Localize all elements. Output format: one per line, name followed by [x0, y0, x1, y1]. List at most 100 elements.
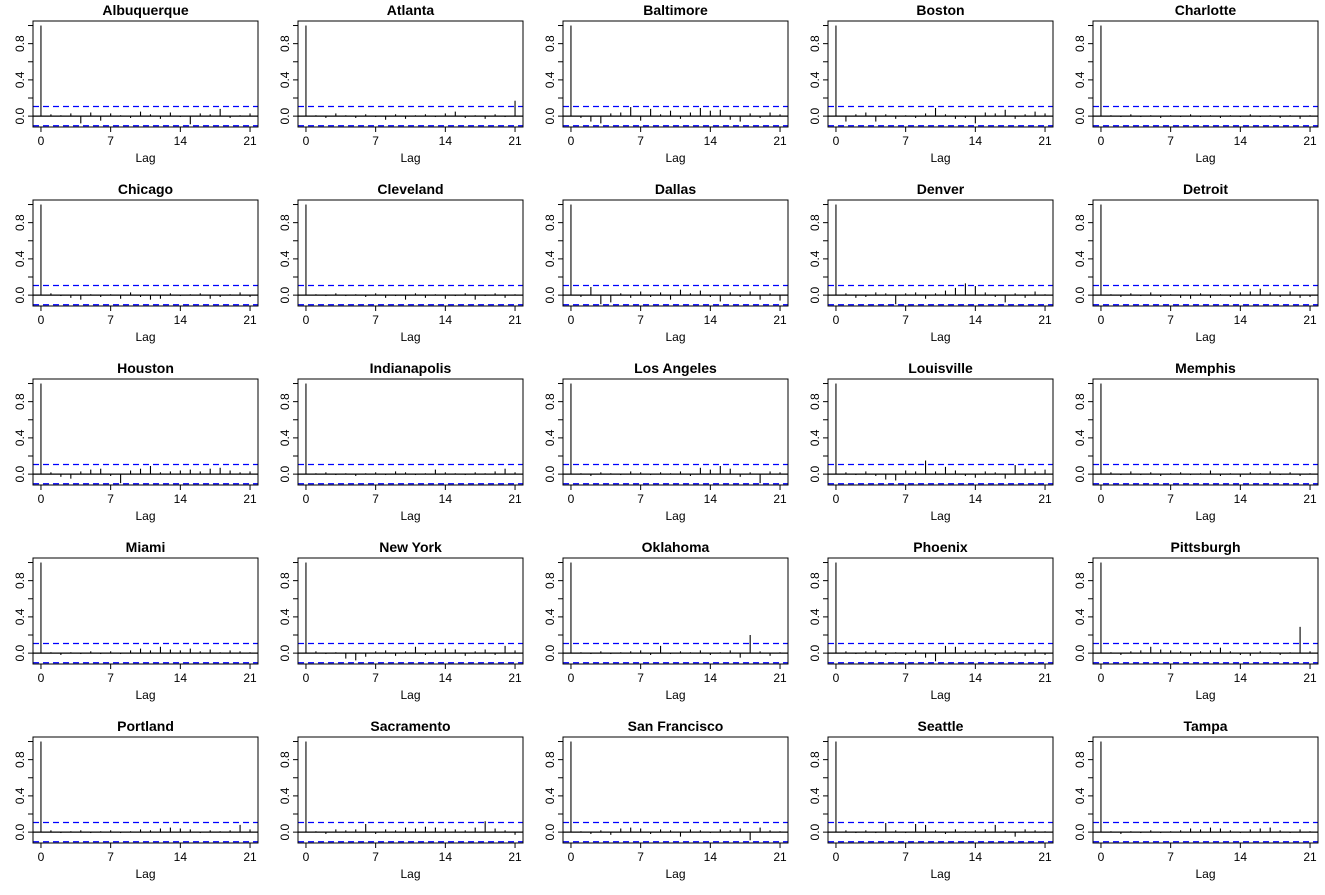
plot-frame [562, 378, 789, 486]
x-tick-label: 14 [174, 134, 188, 148]
x-tick-label: 0 [568, 313, 575, 327]
panel-title: Seattle [918, 718, 964, 734]
x-axis-label: Lag [135, 867, 155, 881]
x-tick-label: 7 [107, 492, 114, 506]
y-tick-label: 0.8 [13, 35, 27, 52]
x-tick-label: 21 [508, 850, 522, 864]
x-axis-label: Lag [1195, 330, 1215, 344]
acf-panel-svg: Louisville 0.0 0.4 0.8 0 7 14 21 Lag [808, 360, 1054, 523]
acf-panel: Denver 0.0 0.4 0.8 0 7 14 21 Lag [795, 179, 1060, 358]
acf-panel: Oklahoma 0.0 0.4 0.8 0 7 14 21 Lag [530, 537, 795, 716]
x-tick-label: 0 [833, 850, 840, 864]
acf-panel: Charlotte 0.0 0.4 0.8 0 7 14 21 Lag [1060, 0, 1325, 179]
plot-frame [562, 736, 789, 844]
y-tick-label: 0.0 [13, 286, 27, 303]
x-tick-label: 0 [568, 671, 575, 685]
y-tick-label: 0.4 [808, 429, 822, 446]
x-tick-label: 7 [107, 671, 114, 685]
x-tick-label: 21 [1303, 850, 1317, 864]
x-axis-label: Lag [930, 509, 950, 523]
panel-title: Baltimore [643, 2, 708, 18]
x-axis-label: Lag [930, 867, 950, 881]
x-tick-label: 7 [637, 313, 644, 327]
acf-panel: Chicago 0.0 0.4 0.8 0 7 14 21 Lag [0, 179, 265, 358]
x-axis-label: Lag [1195, 509, 1215, 523]
y-tick-label: 0.0 [808, 107, 822, 124]
y-tick-label: 0.4 [543, 250, 557, 267]
plot-frame [1092, 378, 1319, 486]
x-tick-label: 0 [303, 492, 310, 506]
x-tick-label: 7 [107, 134, 114, 148]
x-tick-label: 7 [637, 134, 644, 148]
x-tick-label: 7 [372, 492, 379, 506]
y-tick-label: 0.0 [543, 644, 557, 661]
y-tick-label: 0.4 [278, 787, 292, 804]
x-tick-label: 21 [1303, 492, 1317, 506]
plot-frame [297, 557, 524, 665]
x-tick-label: 7 [372, 671, 379, 685]
x-tick-label: 7 [637, 671, 644, 685]
plot-frame [562, 20, 789, 128]
x-tick-label: 7 [902, 671, 909, 685]
panel-title: Memphis [1175, 360, 1236, 376]
acf-panel-svg: San Francisco 0.0 0.4 0.8 0 7 14 21 Lag [543, 718, 789, 881]
x-tick-label: 7 [1167, 492, 1174, 506]
acf-panel-svg: Chicago 0.0 0.4 0.8 0 7 14 21 Lag [13, 181, 259, 344]
x-axis-label: Lag [400, 509, 420, 523]
y-tick-label: 0.8 [808, 214, 822, 231]
y-tick-label: 0.8 [1073, 214, 1087, 231]
acf-panel-svg: Tampa 0.0 0.4 0.8 0 7 14 21 Lag [1073, 718, 1319, 881]
y-tick-label: 0.0 [278, 465, 292, 482]
y-tick-label: 0.8 [808, 35, 822, 52]
x-tick-label: 7 [902, 313, 909, 327]
x-tick-label: 21 [508, 671, 522, 685]
acf-panel: Seattle 0.0 0.4 0.8 0 7 14 21 Lag [795, 716, 1060, 895]
y-tick-label: 0.4 [543, 71, 557, 88]
plot-frame [32, 20, 259, 128]
plot-frame [562, 199, 789, 307]
x-tick-label: 14 [439, 134, 453, 148]
x-axis-label: Lag [665, 688, 685, 702]
acf-panel: Phoenix 0.0 0.4 0.8 0 7 14 21 Lag [795, 537, 1060, 716]
x-tick-label: 14 [1234, 850, 1248, 864]
x-tick-label: 21 [243, 671, 257, 685]
x-tick-label: 21 [508, 134, 522, 148]
acf-panel-svg: Miami 0.0 0.4 0.8 0 7 14 21 Lag [13, 539, 259, 702]
x-axis-label: Lag [1195, 867, 1215, 881]
x-tick-label: 0 [568, 850, 575, 864]
y-tick-label: 0.0 [278, 823, 292, 840]
panel-title: Sacramento [370, 718, 450, 734]
acf-panel: Louisville 0.0 0.4 0.8 0 7 14 21 Lag [795, 358, 1060, 537]
x-tick-label: 7 [637, 850, 644, 864]
x-tick-label: 0 [303, 134, 310, 148]
x-tick-label: 14 [704, 134, 718, 148]
x-tick-label: 7 [902, 134, 909, 148]
plot-frame [32, 557, 259, 665]
y-tick-label: 0.4 [1073, 250, 1087, 267]
acf-panel: Indianapolis 0.0 0.4 0.8 0 7 14 21 Lag [265, 358, 530, 537]
plot-frame [297, 736, 524, 844]
x-tick-label: 14 [969, 134, 983, 148]
x-tick-label: 21 [773, 850, 787, 864]
y-tick-label: 0.4 [1073, 429, 1087, 446]
y-tick-label: 0.4 [13, 787, 27, 804]
panel-title: Miami [126, 539, 166, 555]
panel-title: Dallas [655, 181, 696, 197]
panel-title: Tampa [1183, 718, 1227, 734]
y-tick-label: 0.4 [808, 608, 822, 625]
x-axis-label: Lag [400, 867, 420, 881]
y-tick-label: 0.4 [13, 429, 27, 446]
panel-title: Cleveland [377, 181, 443, 197]
acf-panel-svg: Houston 0.0 0.4 0.8 0 7 14 21 Lag [13, 360, 259, 523]
panel-title: Houston [117, 360, 174, 376]
x-tick-label: 0 [38, 134, 45, 148]
y-tick-label: 0.0 [808, 823, 822, 840]
acf-panel-svg: Denver 0.0 0.4 0.8 0 7 14 21 Lag [808, 181, 1054, 344]
acf-panel: Cleveland 0.0 0.4 0.8 0 7 14 21 Lag [265, 179, 530, 358]
acf-panel-svg: New York 0.0 0.4 0.8 0 7 14 21 Lag [278, 539, 524, 702]
y-tick-label: 0.8 [808, 751, 822, 768]
x-tick-label: 21 [773, 134, 787, 148]
x-axis-label: Lag [400, 688, 420, 702]
x-tick-label: 0 [303, 313, 310, 327]
